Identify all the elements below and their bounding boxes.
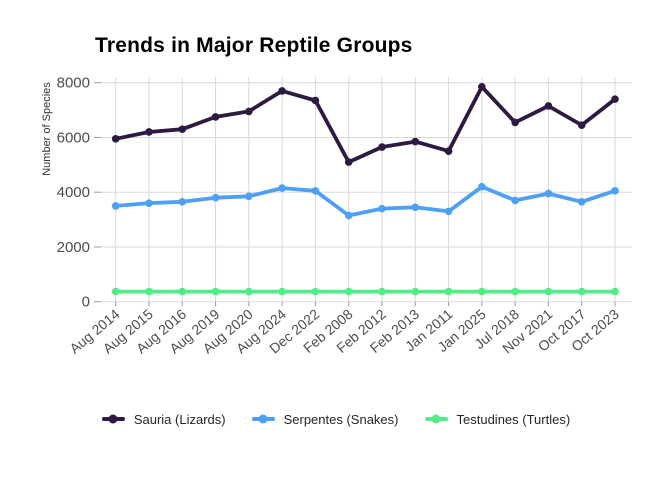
data-point-sauria-lizards [211, 113, 220, 121]
data-point-testudines-turtles [378, 287, 386, 296]
data-point-sauria-lizards [278, 87, 286, 95]
data-point-sauria-lizards [245, 107, 253, 116]
legend-label: Sauria (Lizards) [133, 411, 226, 427]
data-point-sauria-lizards [145, 128, 153, 136]
data-point-sauria-lizards [478, 83, 486, 91]
legend-line-marker [101, 414, 125, 424]
y-tick-label: 4000 [57, 184, 90, 201]
data-point-testudines-turtles [478, 287, 486, 296]
data-point-sauria-lizards [611, 95, 619, 103]
data-point-serpentes-snakes [111, 202, 120, 210]
data-point-sauria-lizards [577, 121, 586, 129]
data-point-sauria-lizards [178, 125, 187, 134]
legend-label: Serpentes (Snakes) [283, 411, 399, 427]
legend: Sauria (Lizards) Serpentes (Snakes) Test… [0, 407, 672, 431]
data-point-serpentes-snakes [511, 196, 519, 205]
data-point-sauria-lizards [344, 158, 353, 166]
legend-point-marker [108, 414, 118, 424]
data-point-serpentes-snakes [211, 193, 220, 202]
data-point-sauria-lizards [111, 135, 120, 143]
data-point-serpentes-snakes [611, 187, 619, 195]
data-point-testudines-turtles [444, 287, 453, 296]
data-point-serpentes-snakes [444, 207, 453, 216]
data-point-serpentes-snakes [478, 182, 486, 191]
chart-title: Trends in Major Reptile Groups [95, 34, 413, 57]
data-point-testudines-turtles [511, 287, 519, 296]
data-point-serpentes-snakes [411, 203, 420, 212]
data-point-serpentes-snakes [311, 187, 320, 195]
legend-line-marker [424, 414, 448, 424]
data-point-testudines-turtles [211, 287, 220, 296]
data-point-serpentes-snakes [544, 189, 553, 198]
data-point-serpentes-snakes [245, 192, 253, 201]
data-point-sauria-lizards [544, 102, 553, 110]
y-tick-label: 6000 [57, 129, 90, 146]
legend-item-sauria: Sauria (Lizards) [101, 411, 226, 427]
data-point-serpentes-snakes [378, 204, 386, 213]
legend-item-testudines: Testudines (Turtles) [424, 411, 571, 427]
legend-item-serpentes: Serpentes (Snakes) [251, 411, 399, 427]
data-point-testudines-turtles [178, 287, 187, 296]
data-point-testudines-turtles [145, 287, 153, 296]
y-tick-label: 8000 [57, 75, 90, 92]
series-line-serpentes-snakes [113, 184, 617, 218]
series-line-sauria-lizards [113, 84, 617, 165]
data-point-testudines-turtles [577, 287, 586, 296]
legend-line-marker [251, 414, 275, 424]
legend-label: Testudines (Turtles) [456, 411, 571, 427]
data-point-sauria-lizards [378, 143, 386, 151]
data-point-sauria-lizards [311, 96, 320, 105]
data-point-testudines-turtles [611, 287, 619, 296]
data-point-sauria-lizards [411, 137, 420, 146]
data-point-serpentes-snakes [145, 199, 153, 207]
data-point-serpentes-snakes [178, 197, 187, 206]
data-point-testudines-turtles [245, 287, 253, 296]
data-point-testudines-turtles [411, 287, 420, 296]
data-point-testudines-turtles [278, 287, 286, 296]
data-point-testudines-turtles [111, 287, 120, 296]
data-point-sauria-lizards [444, 147, 453, 155]
legend-point-marker [431, 414, 441, 424]
data-point-serpentes-snakes [577, 197, 586, 206]
data-point-sauria-lizards [511, 118, 519, 127]
y-tick-label: 0 [82, 294, 90, 311]
data-point-testudines-turtles [344, 287, 353, 296]
data-point-testudines-turtles [544, 287, 553, 296]
y-tick-label: 2000 [57, 239, 90, 256]
data-point-serpentes-snakes [278, 184, 286, 192]
data-point-testudines-turtles [311, 287, 320, 296]
legend-point-marker [258, 414, 268, 424]
data-point-serpentes-snakes [344, 211, 353, 220]
